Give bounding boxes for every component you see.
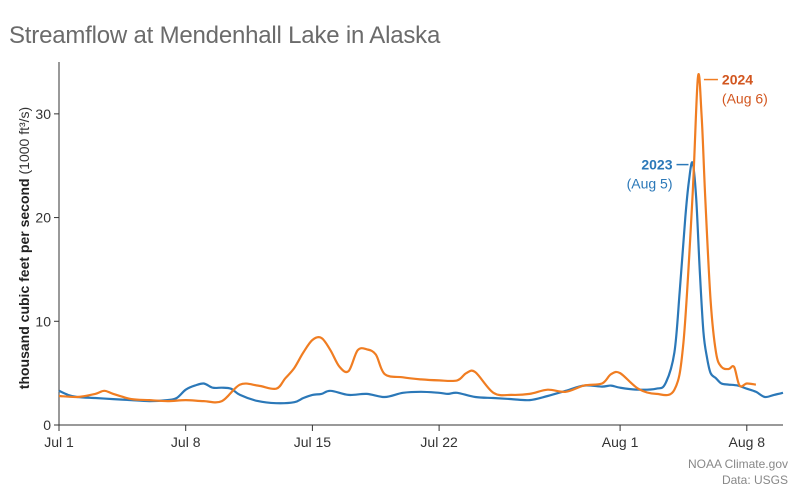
series-line-2023 [58, 161, 784, 405]
x-tick-label: Aug 8 [729, 434, 766, 450]
y-tick-label: 20 [35, 210, 51, 226]
peak-date-2023: (Aug 5) [627, 176, 673, 192]
x-tick-label: Jul 1 [44, 434, 74, 450]
series-group [58, 73, 784, 405]
y-tick-label: 0 [43, 417, 51, 433]
axes: 0 10 20 30 Jul 1 Jul 8 Jul 15 Jul 22 Aug 1 Aug 8 [35, 62, 783, 450]
x-tick-label: Jul 8 [171, 434, 201, 450]
credit-usgs: Data: USGS [721, 473, 788, 487]
annotations: 2023 (Aug 5) 2024 (Aug 6) [627, 72, 768, 192]
y-tick-label: 30 [35, 106, 51, 122]
y-tick-label: 10 [35, 313, 51, 329]
credit-noaa: NOAA Climate.gov [687, 457, 788, 471]
x-tick-label: Jul 22 [420, 434, 458, 450]
chart-title: Streamflow at Mendenhall Lake in Alaska [9, 22, 441, 49]
series-line-2024 [58, 73, 757, 404]
x-tick-label: Jul 15 [294, 434, 332, 450]
x-tick-label: Aug 1 [602, 434, 639, 450]
peak-date-2024: (Aug 6) [722, 91, 768, 107]
peak-label-2023: 2023 [641, 157, 672, 173]
peak-label-2024: 2024 [722, 72, 753, 88]
